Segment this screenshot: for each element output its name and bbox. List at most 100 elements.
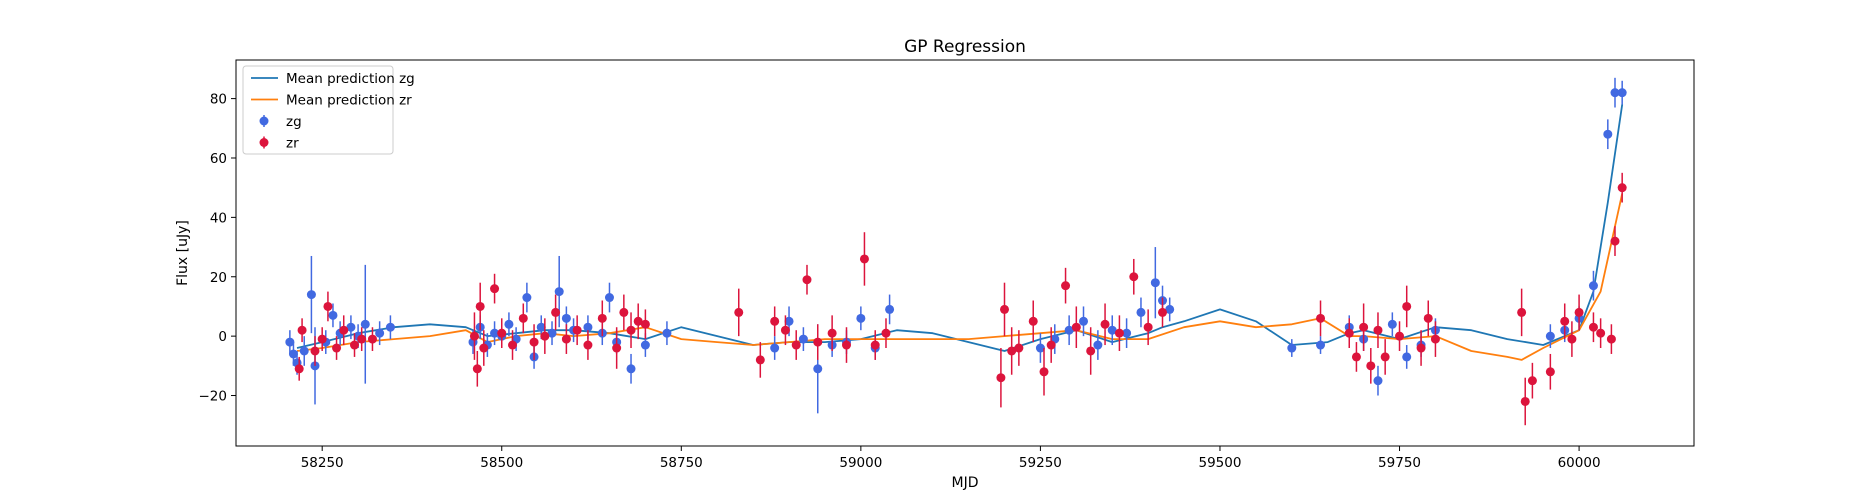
- x-tick-label: 59250: [1019, 455, 1062, 471]
- y-tick-label: 40: [210, 210, 227, 226]
- zr-point: [1007, 346, 1017, 356]
- zr-point: [1039, 367, 1049, 377]
- zr-point: [870, 340, 880, 350]
- zr-point: [1359, 322, 1369, 332]
- zr-point: [1402, 301, 1412, 311]
- zr-point: [1114, 328, 1124, 338]
- x-tick-label: 58500: [480, 455, 523, 471]
- zr-point: [1606, 334, 1616, 344]
- zg-point: [604, 293, 614, 303]
- zr-point: [1351, 352, 1361, 362]
- zr-point: [317, 334, 327, 344]
- zr-point: [297, 325, 307, 335]
- zr-point: [323, 301, 333, 311]
- zr-point: [1028, 316, 1038, 326]
- y-tick-label: 0: [218, 329, 227, 345]
- x-tick-label: 59500: [1198, 455, 1241, 471]
- zg-point: [375, 328, 385, 338]
- zg-point: [1387, 319, 1397, 329]
- zr-point: [770, 316, 780, 326]
- zr-point: [1517, 307, 1527, 317]
- zg-point: [662, 328, 672, 338]
- legend-box: [242, 65, 394, 155]
- zg-point: [1079, 316, 1089, 326]
- zr-point: [755, 355, 765, 365]
- zr-points: [294, 172, 1627, 426]
- zr-point: [1000, 304, 1010, 314]
- zr-point: [640, 319, 650, 329]
- zr-point: [1395, 331, 1405, 341]
- zg-point: [1064, 325, 1074, 335]
- zr-point: [1416, 343, 1426, 353]
- zr-point: [490, 284, 500, 294]
- zr-point: [1071, 322, 1081, 332]
- zg-point: [328, 310, 338, 320]
- y-tick-label: 80: [210, 92, 227, 108]
- zg-point: [885, 304, 895, 314]
- zr-point: [294, 364, 304, 374]
- legend-marker-swatch: [259, 138, 269, 147]
- zg-point: [385, 322, 395, 332]
- zr-point: [859, 254, 869, 264]
- zg-point: [1107, 325, 1117, 335]
- zr-point: [310, 346, 320, 356]
- zg-point: [1545, 331, 1555, 341]
- zg-point: [285, 337, 295, 347]
- zr-point: [841, 340, 851, 350]
- x-axis-label: MJD: [952, 475, 979, 491]
- zg-point: [1122, 328, 1132, 338]
- zr-point: [1617, 183, 1627, 193]
- zr-point: [540, 331, 550, 341]
- zr-point: [1380, 352, 1390, 362]
- zr-point: [1143, 322, 1153, 332]
- zr-point: [561, 334, 571, 344]
- zr-point: [1129, 272, 1139, 282]
- zr-point: [350, 340, 360, 350]
- zg-point: [1588, 281, 1598, 291]
- zr-point: [1588, 322, 1598, 332]
- zg-point: [1316, 340, 1326, 350]
- zr-point: [813, 337, 823, 347]
- zr-point: [472, 364, 482, 374]
- zg-point: [640, 340, 650, 350]
- zg-point: [360, 319, 370, 329]
- x-tick-label: 58750: [660, 455, 703, 471]
- zr-point: [1061, 281, 1071, 291]
- x-tick-label: 59750: [1378, 455, 1421, 471]
- zr-point: [1574, 307, 1584, 317]
- zr-point: [1014, 343, 1024, 353]
- x-tick-label: 59000: [839, 455, 882, 471]
- zg-point: [770, 343, 780, 353]
- series-layer: [285, 77, 1627, 426]
- zr-point: [791, 340, 801, 350]
- zg-point: [813, 364, 823, 374]
- x-tick-label: 58250: [301, 455, 344, 471]
- zg-point: [626, 364, 636, 374]
- zg-point: [798, 334, 808, 344]
- zr-point: [597, 313, 607, 323]
- zr-point: [1046, 340, 1056, 350]
- zr-point: [1610, 236, 1620, 246]
- y-tick-label: 20: [210, 270, 227, 286]
- zg-point: [1093, 340, 1103, 350]
- zr-point: [332, 343, 342, 353]
- zr-point: [469, 331, 479, 341]
- zr-point: [508, 340, 518, 350]
- zg-point: [306, 290, 316, 300]
- zr-point: [1100, 319, 1110, 329]
- legend-marker-swatch: [259, 116, 269, 126]
- x-axis: 58250 58500 58750 59000 59250 59500 59750 60000: [301, 446, 1601, 471]
- zr-point: [1560, 316, 1570, 326]
- zr-point: [583, 340, 593, 350]
- zg-point: [1136, 307, 1146, 317]
- mean-prediction-zr-line: [296, 193, 1624, 361]
- zr-point: [619, 307, 629, 317]
- zg-point: [547, 328, 557, 338]
- zg-point: [1617, 88, 1627, 98]
- y-axis: −20 0 20 40 60 80: [199, 92, 236, 405]
- legend-label: zg: [286, 114, 302, 130]
- zr-point: [339, 325, 349, 335]
- zg-point: [1603, 129, 1613, 139]
- zr-point: [475, 301, 485, 311]
